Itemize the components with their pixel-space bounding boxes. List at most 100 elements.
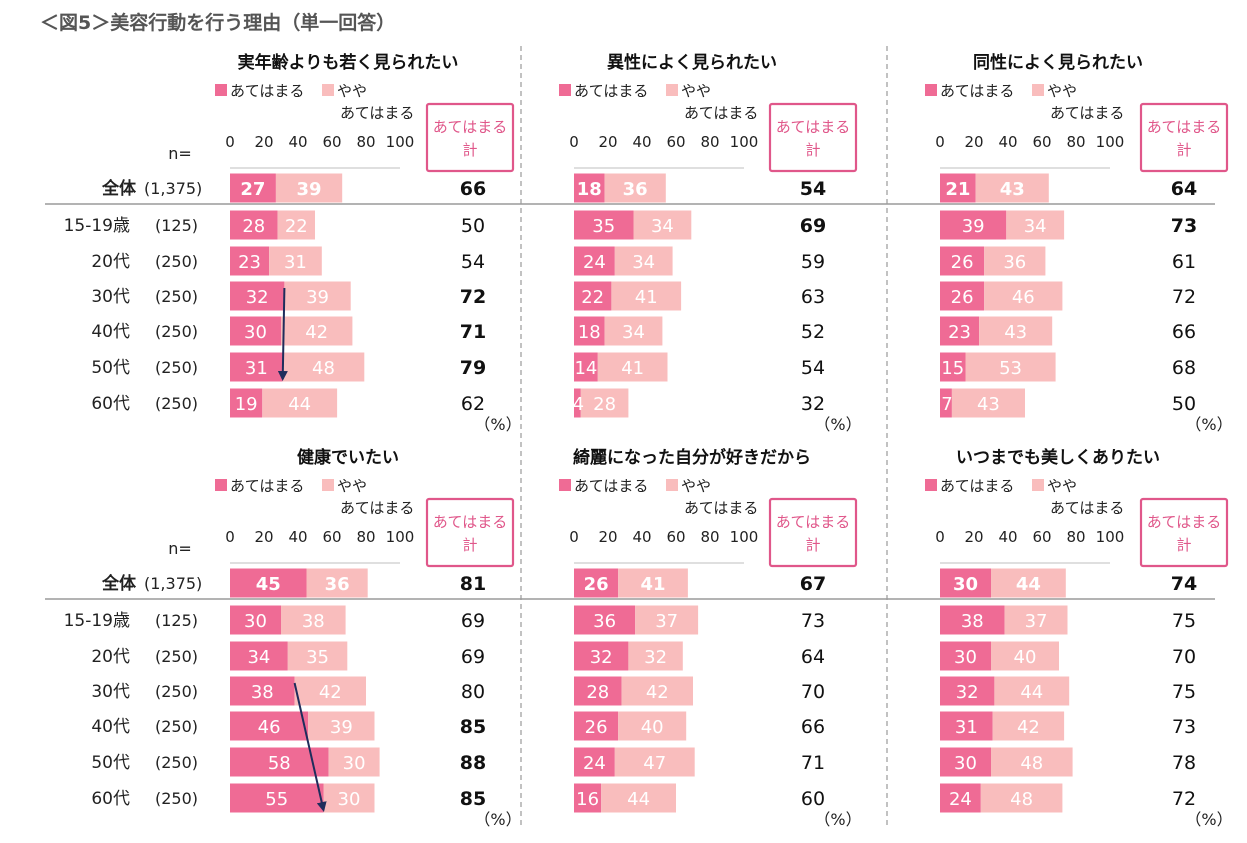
axis-tick-label: 20 [598,133,617,151]
bar-weak-value: 34 [622,322,645,343]
bar-weak-value: 34 [1024,216,1047,237]
bar-strong [230,173,276,203]
bar-strong [940,783,981,813]
bar-strong-value: 35 [592,216,615,237]
chart-title: 実年齢よりも若く見られたい [238,52,459,73]
bar-strong [230,352,283,382]
bar-strong-value: 31 [245,358,268,379]
bar-strong [574,747,615,777]
total-value: 50 [1172,393,1196,415]
bar-weak-value: 30 [338,789,361,810]
total-box [768,497,858,568]
axis-tick-label: 20 [254,528,273,546]
axis-tick-label: 40 [288,528,307,546]
bar-strong-value: 38 [251,682,274,703]
axis-tick-label: 80 [356,133,375,151]
bar-strong-value: 24 [949,789,972,810]
bar-strong [230,568,307,598]
row-label: 60代 [91,394,130,414]
bar-strong [574,316,605,346]
bar-weak-value: 44 [1016,574,1041,595]
n-label: n= [168,539,192,558]
row-n: (250) [155,647,198,666]
axis-tick-label: 60 [666,133,685,151]
total-value: 64 [801,646,825,668]
bar-weak [1004,605,1068,635]
total-value: 88 [460,752,486,774]
legend-swatch-strong [925,479,937,491]
axis-tick-label: 40 [632,133,651,151]
total-value: 59 [801,251,825,273]
bar-strong-value: 30 [954,647,977,668]
bar-strong-value: 23 [238,252,261,273]
total-value: 64 [1171,178,1197,200]
percent-unit-label: （%） [474,415,521,434]
total-value: 62 [461,393,485,415]
axis-tick-label: 80 [700,528,719,546]
bar-weak-value: 39 [306,287,329,308]
total-value: 80 [461,681,485,703]
bar-weak-value: 40 [1014,647,1037,668]
row-label: 15-19歳 [64,611,130,631]
axis-tick-label: 60 [666,528,685,546]
bar-strong [574,783,602,813]
axis-tick-label: 80 [700,133,719,151]
legend-label-weak-2: あてはまる [1050,499,1124,517]
bar-weak-value: 42 [646,682,669,703]
legend-label-weak-2: あてはまる [684,104,758,122]
bar-strong-value: 15 [941,358,964,379]
bar-weak [611,281,682,311]
total-value: 72 [1172,286,1196,308]
row-n: (250) [155,287,198,306]
legend-swatch-weak [322,479,334,491]
total-value: 73 [801,610,825,632]
axis-tick-label: 100 [730,133,759,151]
row-n: (1,375) [144,179,202,198]
bar-weak-value: 42 [305,322,328,343]
axis-tick-label: 0 [225,133,235,151]
legend-label-strong: あてはまる [940,82,1014,100]
bar-strong-value: 46 [258,717,281,738]
bar-weak-value: 44 [627,789,650,810]
bar-weak [282,352,365,382]
row-n: (250) [155,394,198,413]
total-value: 73 [1171,215,1197,237]
bar-strong-value: 21 [945,179,970,200]
bar-strong-value: 18 [578,322,601,343]
row-label: 30代 [91,682,130,702]
bar-weak [621,676,693,706]
legend-label-weak-1: やや [1047,477,1077,495]
total-value: 60 [801,788,825,810]
bar-strong-value: 28 [242,216,265,237]
bar-weak [287,641,348,671]
bar-strong-value: 16 [576,789,599,810]
bar-weak [604,316,663,346]
bar-strong-value: 24 [583,753,606,774]
total-value: 63 [801,286,825,308]
bar-weak-value: 43 [977,394,1000,415]
row-n: (250) [155,717,198,736]
row-label: 30代 [91,287,130,307]
bar-strong-value: 58 [268,753,291,774]
total-value: 61 [1172,251,1196,273]
axis-tick-label: 100 [386,133,415,151]
axis-tick-label: 0 [225,528,235,546]
bar-strong-value: 18 [577,179,602,200]
bar-weak [277,210,315,240]
bar-weak-value: 37 [655,611,678,632]
legend-label-weak-2: あてはまる [684,499,758,517]
total-box-label-1: あてはまる [1147,118,1221,136]
bar-strong [574,352,598,382]
total-box [425,102,515,173]
bar-weak [975,173,1049,203]
bar-weak-value: 46 [1012,287,1035,308]
bar-strong [574,246,615,276]
bar-strong [574,210,634,240]
bar-weak-value: 41 [641,574,666,595]
bar-strong [940,747,991,777]
axis-tick-label: 0 [935,528,945,546]
legend-label-weak-2: あてはまる [340,104,414,122]
bar-strong [574,605,636,635]
bar-strong-value: 26 [585,717,608,738]
